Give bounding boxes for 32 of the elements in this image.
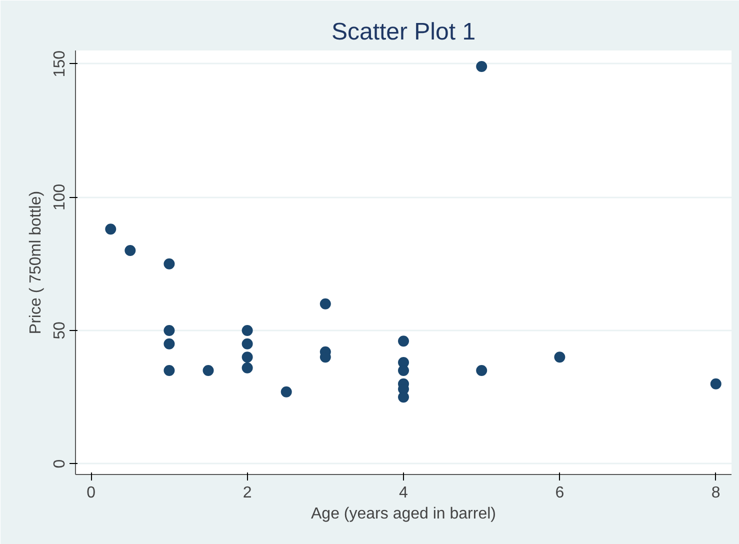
x-tick-label: 8 [711,484,720,502]
point [164,325,175,336]
x-tick-label: 2 [242,484,252,502]
y-tick-label: 50 [52,322,68,340]
point [242,362,253,374]
point [320,298,331,310]
point [280,386,292,398]
x-axis-title: Age (years aged in barrel) [311,506,496,522]
point [124,245,136,256]
point [202,365,214,376]
y-tick-label: 100 [52,184,68,211]
point [242,325,253,336]
x-tick-label: 6 [555,484,564,502]
point [554,352,566,363]
point [476,365,488,376]
point [164,338,175,350]
point [164,258,175,270]
point [398,392,409,403]
y-tick-label: 0 [52,459,68,468]
point [710,378,722,390]
point [105,224,116,235]
x-tick-label: 0 [86,484,96,502]
y-tick-label: 150 [52,50,68,78]
point [476,61,488,72]
point [398,336,409,347]
point [398,365,409,376]
x-tick-label: 4 [399,484,408,502]
chart-title: Scatter Plot 1 [331,18,476,46]
y-axis-title: Price ( 750ml bottle) [28,190,44,334]
point [164,365,175,376]
point [242,338,253,350]
point [242,352,253,363]
